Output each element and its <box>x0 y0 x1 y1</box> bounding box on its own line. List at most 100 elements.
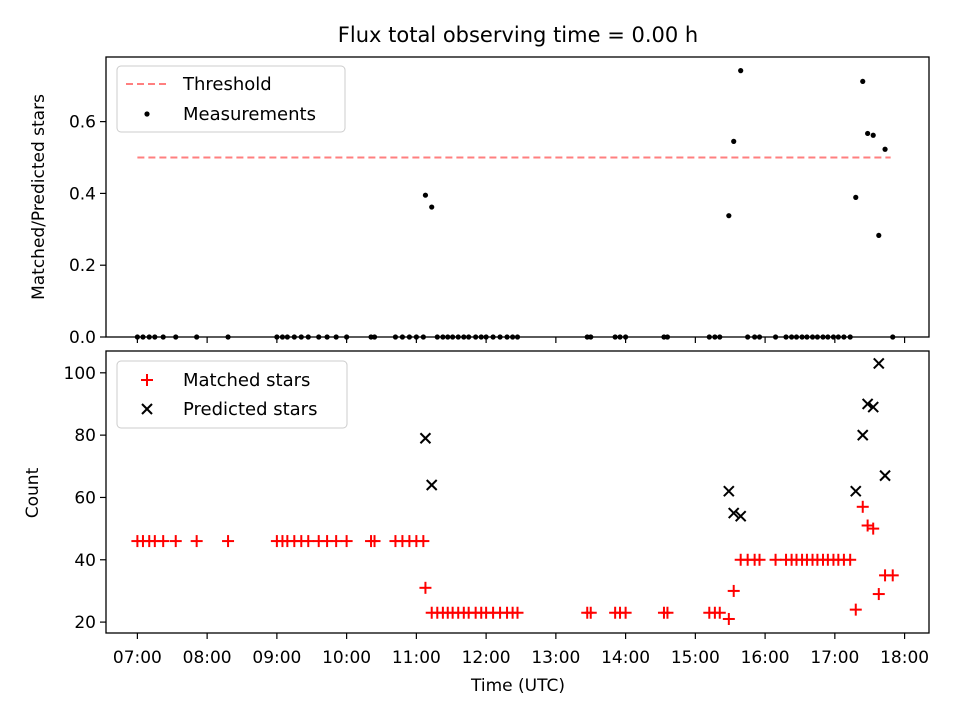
measurement-point <box>429 204 435 210</box>
matched-star-marker <box>856 500 869 513</box>
predicted-star-marker <box>723 485 735 497</box>
predicted-star-marker-b <box>850 485 862 497</box>
predicted-star-marker-b <box>723 485 735 497</box>
predicted-star-marker <box>419 432 432 444</box>
bottom-y-tick-label: 40 <box>74 551 96 571</box>
bottom-x-tick-label: 07:00 <box>113 648 162 668</box>
matched-star-marker <box>190 535 203 548</box>
top-axes-frame <box>105 56 930 338</box>
top-y-tick-label: 0.4 <box>69 184 96 204</box>
matched-star-marker <box>886 569 899 582</box>
matched-star-marker <box>222 535 235 548</box>
bottom-axes-frame <box>105 350 930 634</box>
measurement-point <box>422 192 429 198</box>
predicted-star-marker <box>879 469 891 482</box>
bottom-y-axis-label: Count <box>23 467 43 518</box>
bottom-y-tick-label: 60 <box>74 488 96 508</box>
measurement-point <box>853 194 859 200</box>
predicted-star-marker <box>867 401 879 413</box>
matched-star-marker <box>661 606 674 619</box>
measurement-point <box>870 132 876 138</box>
top-legend-box <box>116 65 346 133</box>
matched-star-marker <box>844 553 857 566</box>
bottom-legend: Matched stars Predicted stars <box>116 360 348 429</box>
matched-star-marker <box>169 535 182 548</box>
predicted-star-marker <box>857 429 869 441</box>
predicted-star-marker <box>426 479 438 491</box>
legend-measurements-label: Measurements <box>183 104 316 125</box>
legend-predicted-marker <box>141 403 153 415</box>
legend-measurements-marker <box>144 111 150 117</box>
predicted-star-marker-b <box>867 401 879 413</box>
top-y-tick-label: 0.2 <box>69 256 96 276</box>
bottom-y-tick-label: 100 <box>64 364 96 384</box>
matched-star-marker <box>753 553 766 566</box>
measurement-point <box>860 78 866 85</box>
bottom-x-tick-label: 16:00 <box>741 648 790 668</box>
top-y-ticks: 0.0 0.2 0.4 0.6 <box>69 113 106 348</box>
bottom-x-tick-label: 09:00 <box>252 648 301 668</box>
matched-star-marker <box>727 584 740 597</box>
bottom-y-tick-label: 80 <box>74 426 96 446</box>
predicted-star-marker <box>734 510 747 522</box>
legend-matched-label: Matched stars <box>183 370 310 391</box>
bottom-x-ticks: 07:00 08:00 09:00 10:00 11:00 12:00 13:00 14:00… <box>113 633 929 668</box>
predicted-star-marker-b <box>873 357 885 370</box>
top-panel: Flux total observing time = 0.00 h Match… <box>29 23 930 348</box>
bottom-plot-area <box>131 357 899 625</box>
measurement-point <box>882 146 888 152</box>
predicted-star-marker-b <box>426 479 438 491</box>
top-y-tick-label: 0.6 <box>69 113 96 133</box>
legend-threshold-label: Threshold <box>182 74 272 95</box>
predicted-star-marker-b <box>879 469 891 482</box>
predicted-star-marker <box>728 507 740 519</box>
bottom-y-ticks: 20 40 60 80 100 <box>64 364 106 633</box>
top-chart-title: Flux total observing time = 0.00 h <box>338 23 698 47</box>
matched-star-marker <box>511 606 524 619</box>
measurement-point <box>738 68 744 74</box>
predicted-star-marker-b <box>419 432 432 444</box>
top-y-tick-label: 0.0 <box>69 328 96 348</box>
matched-star-marker <box>769 553 782 566</box>
matched-star-marker <box>584 606 597 619</box>
matched-star-marker <box>713 606 726 619</box>
matched-star-marker <box>368 535 381 548</box>
predicted-star-marker-b <box>728 507 740 519</box>
matched-star-marker <box>849 603 862 616</box>
bottom-x-tick-label: 10:00 <box>322 648 371 668</box>
bottom-legend-box <box>116 360 348 429</box>
top-legend: Threshold Measurements <box>116 65 346 133</box>
matched-star-marker <box>157 535 170 548</box>
matched-star-marker <box>619 606 632 619</box>
predicted-star-marker <box>873 357 885 370</box>
matched-star-marker <box>872 588 885 601</box>
matched-star-marker <box>302 535 315 548</box>
matched-star-marker <box>867 522 880 535</box>
predicted-star-marker <box>850 485 862 497</box>
top-y-axis-label: Matched/Predicted stars <box>29 94 49 300</box>
measurement-point <box>726 213 732 219</box>
measurement-point <box>865 130 871 137</box>
legend-matched-marker <box>141 374 153 386</box>
matched-star-marker <box>330 535 343 548</box>
matched-star-marker <box>722 612 735 625</box>
matched-star-marker <box>419 581 432 594</box>
bottom-x-tick-label: 14:00 <box>601 648 650 668</box>
matched-star-marker <box>340 535 353 548</box>
predicted-star-marker-b <box>734 510 747 522</box>
bottom-x-tick-label: 17:00 <box>810 648 859 668</box>
bottom-x-tick-label: 15:00 <box>671 648 720 668</box>
predicted-star-marker-b <box>857 429 869 441</box>
bottom-x-tick-label: 08:00 <box>183 648 232 668</box>
bottom-x-tick-label: 18:00 <box>880 648 929 668</box>
bottom-x-tick-label: 12:00 <box>462 648 511 668</box>
matched-star-marker <box>417 535 430 548</box>
bottom-x-tick-label: 11:00 <box>392 648 441 668</box>
legend-predicted-label: Predicted stars <box>183 399 317 420</box>
bottom-x-axis-label: Time (UTC) <box>470 676 565 696</box>
measurement-point <box>731 138 737 144</box>
predicted-star-marker <box>861 398 874 410</box>
predicted-star-marker-b <box>861 398 874 410</box>
